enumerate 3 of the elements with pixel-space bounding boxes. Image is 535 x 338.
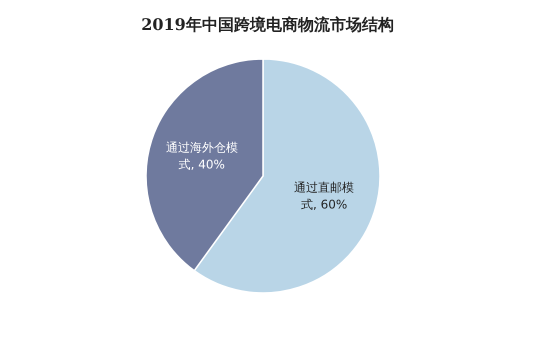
slice-label: 通过直邮模式, 60% [294, 180, 354, 212]
chart-title: 2019年中国跨境电商物流市场结构 [141, 15, 394, 34]
slice-label: 通过海外仓模式, 40% [166, 140, 238, 172]
